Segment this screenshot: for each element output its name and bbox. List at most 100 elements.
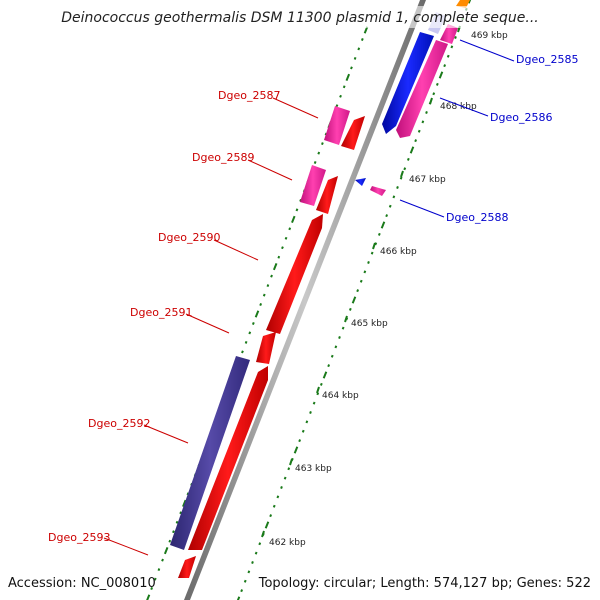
tick-dot: [370, 251, 374, 255]
tick-dot: [288, 227, 292, 231]
gene-label: Dgeo_2590: [158, 231, 220, 244]
tick-dot: [467, 0, 472, 4]
tick-dot: [446, 54, 450, 58]
tick-dot: [357, 47, 361, 51]
tick-dot: [240, 589, 244, 593]
tick-dot: [291, 215, 296, 223]
gene-label: Dgeo_2585: [516, 53, 578, 66]
tick-dot: [313, 161, 317, 164]
leader-line: [143, 424, 189, 444]
tick-dot: [269, 514, 273, 518]
tick-dot: [150, 587, 154, 590]
tick-dot: [254, 551, 258, 555]
tick-dot: [312, 401, 316, 405]
leader-line: [272, 97, 319, 119]
gene-label: Dgeo_2593: [48, 531, 110, 544]
tick-dot: [417, 129, 421, 133]
gene-arrow: [316, 176, 338, 214]
tick-dot: [341, 326, 345, 330]
tick-dot: [353, 56, 357, 60]
tick-dot: [338, 336, 341, 339]
tick-dot: [342, 85, 346, 89]
tick-label: 466 kbp: [380, 247, 417, 257]
tick-dot: [421, 120, 425, 124]
tick-dot: [241, 350, 244, 354]
tick-label: 464 kbp: [322, 391, 359, 401]
tick-dot: [435, 82, 439, 86]
tick-dot: [360, 38, 364, 41]
tick-dot: [367, 261, 370, 264]
tick-dot: [392, 195, 396, 199]
tick-dot: [248, 331, 252, 335]
leader-line: [103, 537, 149, 556]
tick-dot: [363, 270, 367, 274]
title-background: [60, 6, 540, 28]
tick-dot: [319, 382, 323, 386]
tick-dot: [163, 547, 169, 555]
gene-arrow: [370, 186, 386, 196]
gene-arrow: [396, 40, 448, 138]
tick-dot: [330, 354, 334, 358]
tick-dot: [264, 521, 270, 529]
tick-dot: [425, 111, 428, 114]
tick-label: 462 kbp: [269, 538, 306, 548]
gene-arrow: [188, 366, 268, 550]
tick-mark: [261, 530, 265, 538]
tick-dot: [438, 71, 444, 79]
tick-label: 463 kbp: [295, 464, 332, 474]
tick-label: 465 kbp: [351, 319, 388, 329]
tick-dot: [399, 176, 403, 180]
tick-dot: [243, 579, 247, 583]
tick-dot: [450, 45, 454, 49]
tick-dot: [305, 420, 309, 424]
tick-dot: [321, 142, 324, 146]
forward-genes: [170, 106, 365, 578]
leader-line: [247, 159, 293, 181]
tick-dot: [317, 151, 321, 155]
tick-dot: [161, 558, 164, 562]
gene-arrow: [300, 165, 326, 206]
tick-dot: [272, 504, 276, 508]
tick-dot: [251, 322, 255, 325]
tick-dot: [403, 167, 407, 171]
tick-dot: [236, 596, 241, 600]
leader-line: [185, 313, 230, 334]
leader-line: [459, 39, 515, 62]
tick-dot: [247, 570, 251, 574]
tick-dot: [153, 577, 157, 581]
tick-dot: [301, 429, 305, 433]
tick-dot: [270, 274, 273, 278]
accession-text: Accession: NC_008010: [8, 576, 156, 591]
gene-labels-left: Dgeo_2587 Dgeo_2589 Dgeo_2590 Dgeo_2591 …: [48, 89, 319, 556]
summary-text: Topology: circular; Length: 574,127 bp; …: [258, 576, 591, 591]
tick-dot: [284, 236, 288, 240]
tick-dot: [251, 561, 254, 564]
tick-dot: [298, 439, 302, 443]
tick-dot: [175, 520, 179, 524]
gene-arrow: [382, 32, 434, 134]
leader-line: [439, 97, 489, 117]
tick-mark: [289, 458, 293, 466]
tick-mark: [400, 170, 404, 178]
tick-dot: [327, 364, 331, 368]
tick-dot: [168, 539, 172, 543]
tick-dot: [244, 340, 248, 344]
tick-mark: [344, 315, 348, 323]
tick-label: 469 kbp: [471, 31, 508, 41]
tick-dot: [281, 246, 284, 250]
tick-dot: [266, 284, 270, 288]
tick-dot: [322, 371, 328, 379]
tick-dot: [409, 146, 415, 154]
tick-dot: [348, 307, 352, 311]
tick-dot: [406, 157, 410, 161]
tick-dot: [259, 303, 263, 306]
tick-dot: [276, 495, 280, 499]
gene-label: Dgeo_2591: [130, 306, 192, 319]
tick-dot: [295, 208, 299, 212]
tick-dot: [277, 255, 281, 259]
leader-line: [213, 239, 259, 261]
tick-dot: [351, 296, 357, 304]
tick-dot: [339, 94, 342, 98]
tick-ring-inner: [236, 0, 472, 600]
